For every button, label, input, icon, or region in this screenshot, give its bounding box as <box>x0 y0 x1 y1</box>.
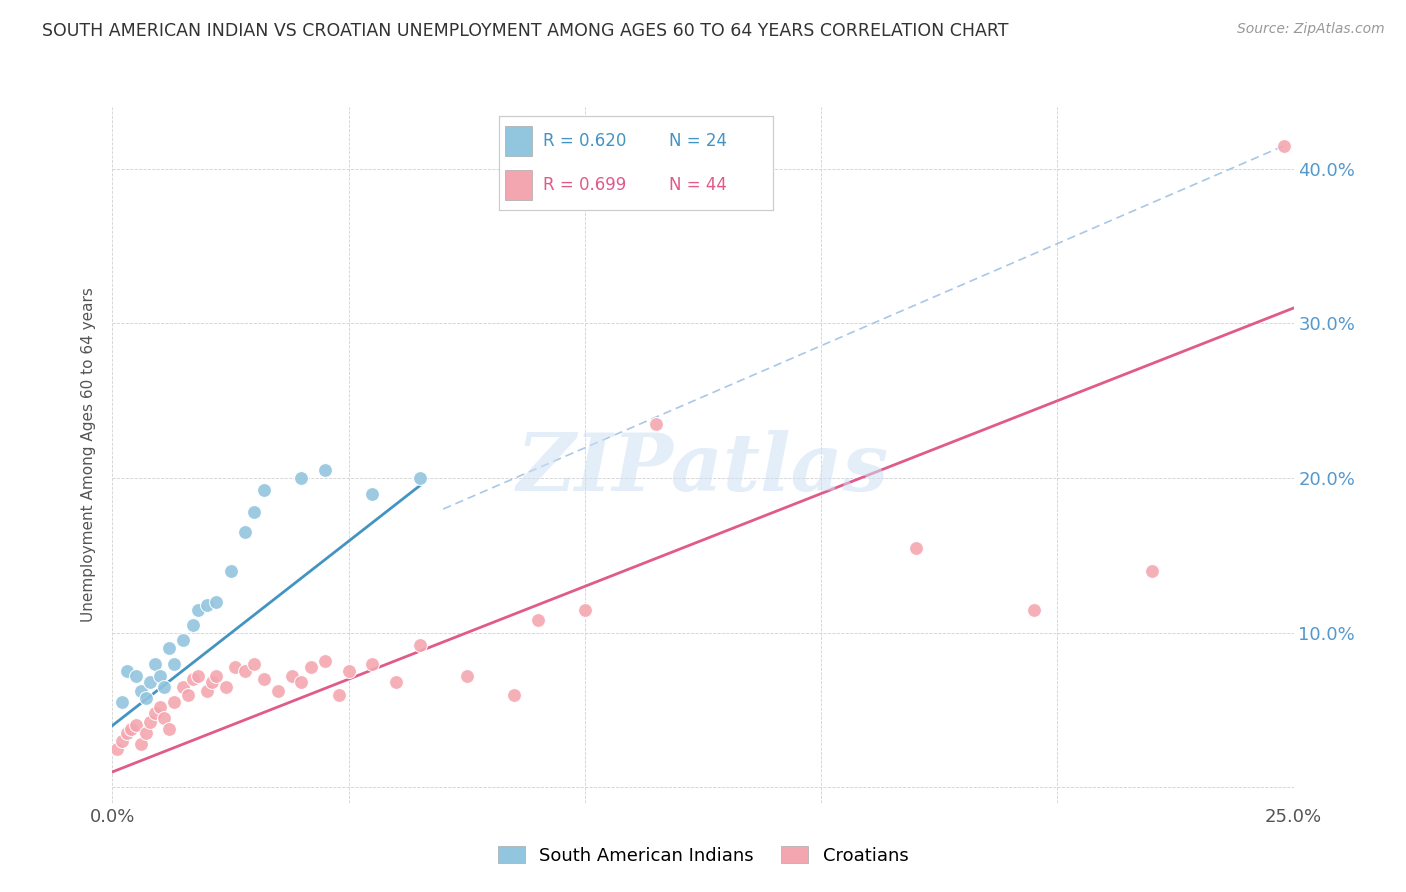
Point <box>1140 564 1163 578</box>
Point <box>314 463 336 477</box>
Point <box>149 700 172 714</box>
Point <box>233 665 256 679</box>
Point <box>186 669 208 683</box>
Point <box>195 684 218 698</box>
Point <box>574 602 596 616</box>
Point <box>290 675 312 690</box>
Point <box>177 688 200 702</box>
Point <box>139 675 162 690</box>
Point <box>181 672 204 686</box>
Point <box>314 654 336 668</box>
Point <box>111 695 134 709</box>
Point <box>361 657 384 671</box>
Point <box>157 722 180 736</box>
Point <box>243 505 266 519</box>
Point <box>120 722 142 736</box>
Point <box>153 680 176 694</box>
Point <box>153 711 176 725</box>
Point <box>111 734 134 748</box>
Point <box>172 680 194 694</box>
Point <box>290 471 312 485</box>
Point <box>105 741 128 756</box>
Legend: South American Indians, Croatians: South American Indians, Croatians <box>489 838 917 874</box>
Point <box>243 657 266 671</box>
Text: ZIPatlas: ZIPatlas <box>517 430 889 508</box>
Point <box>253 483 276 498</box>
Point <box>219 564 242 578</box>
Point <box>135 690 157 705</box>
Point <box>157 641 180 656</box>
Point <box>163 695 186 709</box>
Point <box>143 657 166 671</box>
Text: Source: ZipAtlas.com: Source: ZipAtlas.com <box>1237 22 1385 37</box>
Text: R = 0.620: R = 0.620 <box>543 132 626 150</box>
Point <box>181 618 204 632</box>
Point <box>299 659 322 673</box>
Point <box>195 598 218 612</box>
Point <box>503 688 526 702</box>
Point <box>904 541 927 555</box>
Point <box>201 675 224 690</box>
Point <box>328 688 350 702</box>
Point <box>526 613 548 627</box>
Point <box>115 665 138 679</box>
Point <box>163 657 186 671</box>
Point <box>135 726 157 740</box>
Point <box>205 669 228 683</box>
Point <box>129 684 152 698</box>
Point <box>149 669 172 683</box>
Bar <box>505 127 531 156</box>
Point <box>172 633 194 648</box>
Point <box>361 486 384 500</box>
Point <box>129 737 152 751</box>
Point <box>125 669 148 683</box>
Point <box>1022 602 1045 616</box>
Point <box>139 715 162 730</box>
Point <box>1272 138 1295 153</box>
Y-axis label: Unemployment Among Ages 60 to 64 years: Unemployment Among Ages 60 to 64 years <box>80 287 96 623</box>
Point <box>205 595 228 609</box>
Point <box>215 680 238 694</box>
Point <box>267 684 290 698</box>
Point <box>385 675 408 690</box>
Text: R = 0.699: R = 0.699 <box>543 177 626 194</box>
Point <box>408 638 430 652</box>
Bar <box>505 170 531 201</box>
Point <box>125 718 148 732</box>
Point <box>644 417 666 431</box>
Point <box>408 471 430 485</box>
Point <box>337 665 360 679</box>
Point <box>224 659 246 673</box>
Point <box>281 669 304 683</box>
Point <box>186 602 208 616</box>
Text: SOUTH AMERICAN INDIAN VS CROATIAN UNEMPLOYMENT AMONG AGES 60 TO 64 YEARS CORRELA: SOUTH AMERICAN INDIAN VS CROATIAN UNEMPL… <box>42 22 1008 40</box>
Text: N = 24: N = 24 <box>669 132 727 150</box>
Point <box>456 669 478 683</box>
Text: N = 44: N = 44 <box>669 177 727 194</box>
Point <box>233 525 256 540</box>
Point <box>253 672 276 686</box>
Point <box>115 726 138 740</box>
Point <box>143 706 166 720</box>
